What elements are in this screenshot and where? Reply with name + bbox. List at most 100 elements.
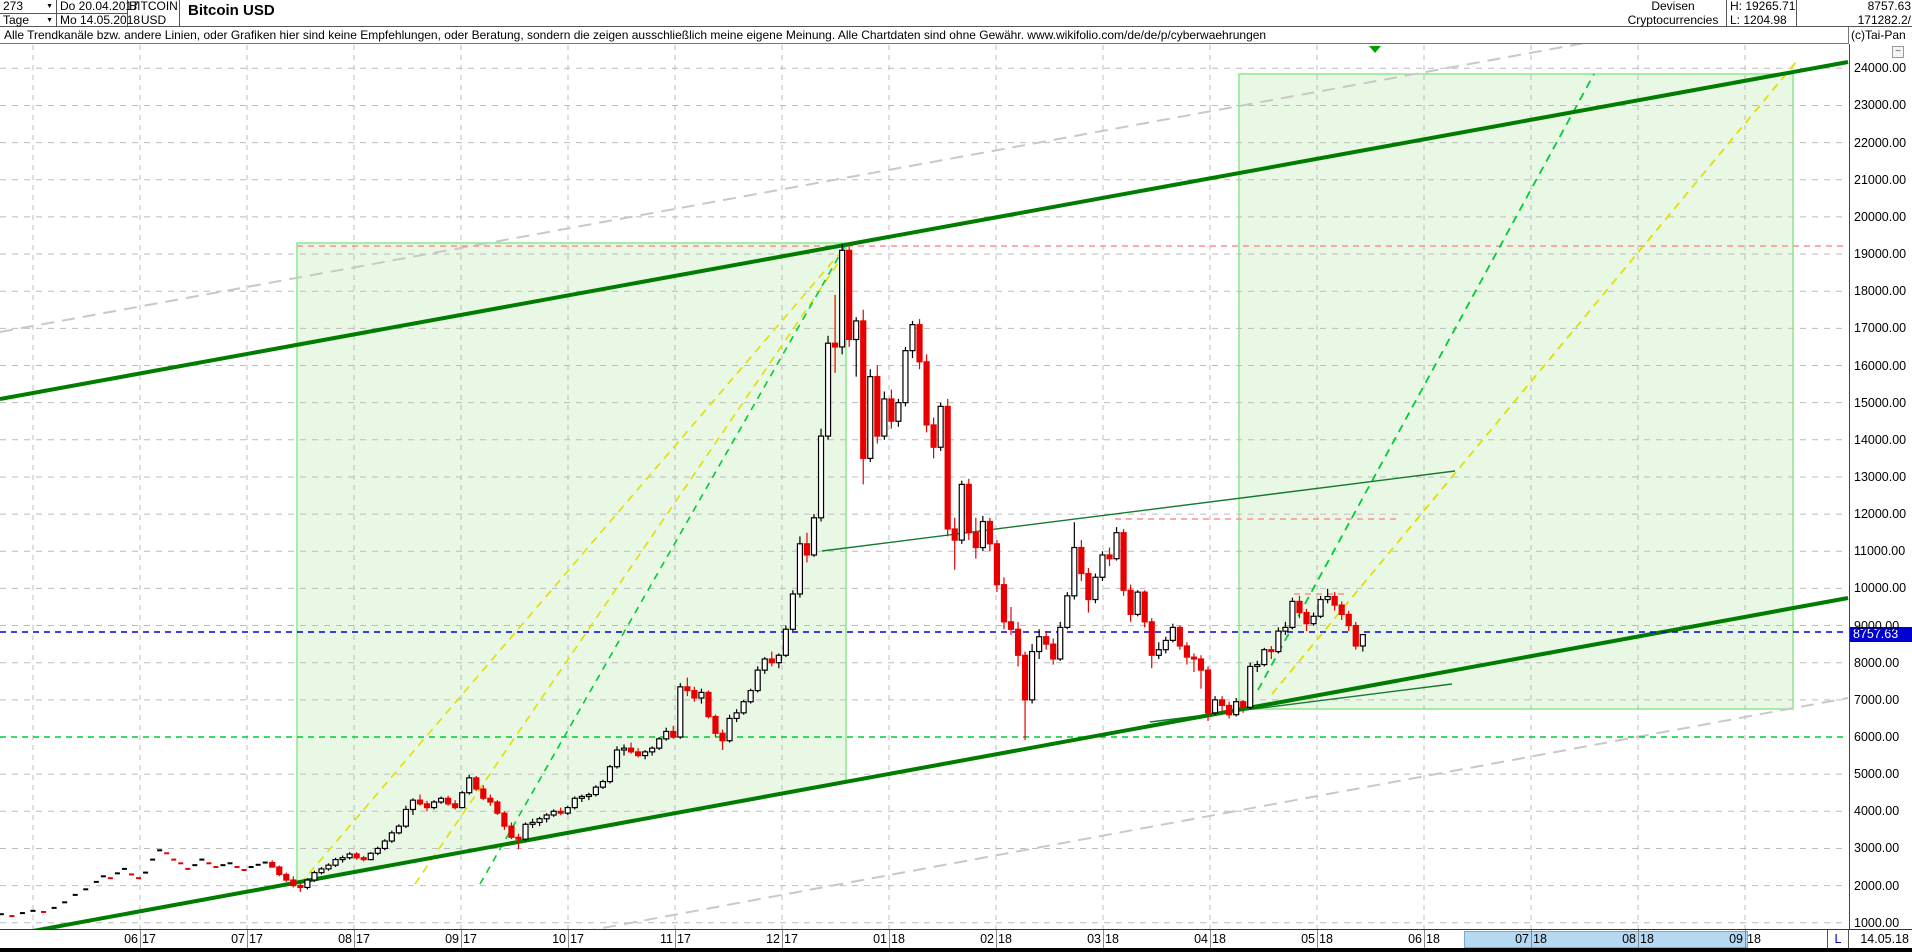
candle-body: [459, 792, 466, 809]
candle-body: [620, 747, 628, 751]
bars-count-dropdown[interactable]: 273 ▼: [0, 0, 56, 14]
time-axis-year-label: 17: [463, 932, 477, 946]
candle-body: [691, 689, 698, 699]
date-to[interactable]: Mo 14.05.2018: [60, 12, 141, 27]
candle-body: [979, 520, 986, 549]
month-tick: [782, 930, 783, 949]
candle-body: [311, 871, 318, 881]
candle-body: [888, 398, 895, 422]
low-value: L: 1204.98: [1730, 12, 1787, 27]
close-dash: [121, 867, 127, 870]
date-from[interactable]: Do 20.04.2017: [57, 0, 139, 14]
copyright-label: (c)Tai-Pan: [1848, 27, 1912, 44]
candle-body: [360, 857, 367, 861]
candle-body: [684, 686, 691, 692]
price-axis-label: 1000.00: [1854, 915, 1900, 930]
candlestick-chart-canvas[interactable]: [0, 44, 1849, 929]
candle-body: [832, 342, 839, 348]
price-axis-label: 2000.00: [1854, 878, 1900, 893]
candle-body: [501, 812, 508, 827]
collapse-axis-icon[interactable]: −: [1892, 46, 1904, 58]
time-axis-month-label: 02: [980, 932, 994, 946]
candle-body: [332, 858, 339, 866]
close-dash: [107, 877, 113, 880]
symbol-cell: BITCOIN USD: [128, 0, 180, 27]
time-axis-year-label: 18: [1105, 932, 1119, 946]
candle-body: [993, 543, 1001, 586]
time-axis-selection[interactable]: [1464, 931, 1748, 948]
close-dash: [157, 849, 163, 852]
candle-body: [402, 808, 410, 827]
last-date-cell: 14.05.18: [1848, 930, 1912, 949]
close-dash: [62, 901, 68, 904]
candle-body: [1352, 624, 1359, 647]
candle-body: [515, 836, 522, 840]
time-axis-month-label: 07: [1515, 932, 1529, 946]
candle-body: [1000, 584, 1008, 623]
current-price-badge: 8757.63: [1850, 627, 1912, 643]
time-axis-year-label: 17: [677, 932, 691, 946]
candle-body: [466, 777, 473, 794]
category-cell: Devisen Cryptocurrencies: [1620, 0, 1727, 27]
month-tick: [354, 930, 355, 949]
gray-trend-upper: [0, 44, 1585, 333]
candle-body: [423, 803, 431, 809]
candle-body: [923, 361, 930, 426]
candle-body: [1078, 546, 1085, 575]
candle-body: [1331, 595, 1338, 606]
candle-body: [649, 747, 656, 753]
bars-count-value: 273: [3, 0, 24, 13]
candle-body: [297, 884, 304, 889]
price-axis-label: 11000.00: [1854, 544, 1906, 559]
month-tick: [1638, 930, 1639, 949]
period-dropdown[interactable]: Tage ▼: [0, 13, 56, 28]
candle-body: [416, 799, 424, 805]
candle-body: [1218, 699, 1226, 707]
candle-body: [1099, 554, 1106, 578]
time-axis-month-label: 12: [766, 932, 780, 946]
candle-body: [1113, 532, 1120, 560]
candle-body: [747, 689, 754, 703]
candle-body: [1359, 633, 1366, 647]
candle-body: [290, 879, 297, 887]
candle-body: [944, 405, 951, 530]
last-price-value: 8757.63: [1867, 0, 1911, 14]
candle-body: [1197, 658, 1205, 671]
time-axis-month-label: 01: [873, 932, 887, 946]
trend-lines: [0, 44, 1849, 929]
candle-body: [726, 717, 733, 742]
candle-body: [965, 483, 972, 534]
close-dash: [248, 866, 254, 869]
candle-body: [571, 797, 578, 809]
price-axis-label: 14000.00: [1854, 432, 1907, 447]
candle-body: [951, 528, 958, 541]
candle-body: [1064, 595, 1071, 629]
close-dash: [234, 866, 240, 869]
time-axis-year-label: 17: [249, 932, 263, 946]
month-tick: [675, 930, 676, 949]
candle-body: [487, 797, 494, 803]
close-dash: [100, 875, 106, 878]
time-axis-year-label: 17: [142, 932, 156, 946]
time-axis-year-label: 18: [891, 932, 905, 946]
candle-body: [585, 793, 592, 798]
candle-body: [325, 864, 332, 870]
chevron-down-icon: ▼: [46, 16, 53, 24]
candle-body: [346, 853, 353, 859]
gridlines: [0, 45, 1848, 929]
candle-body: [1204, 669, 1212, 714]
price-axis-label: 13000.00: [1854, 469, 1907, 484]
candle-body: [1155, 649, 1162, 656]
candle-body: [761, 658, 768, 671]
candle-body: [1190, 656, 1198, 660]
candle-body: [304, 879, 311, 889]
candle-body: [557, 810, 564, 814]
candle-body: [606, 766, 614, 783]
trend-thin-upper: [821, 470, 1456, 552]
header-bar: 273 ▼ Tage ▼ Do 20.04.2017 Mo 14.05.2018…: [0, 0, 1912, 27]
candle-body: [1050, 643, 1057, 660]
price-axis-label: 23000.00: [1854, 98, 1907, 113]
candle-body: [543, 814, 550, 820]
candle-body: [1085, 572, 1092, 601]
candle-body: [578, 795, 585, 799]
